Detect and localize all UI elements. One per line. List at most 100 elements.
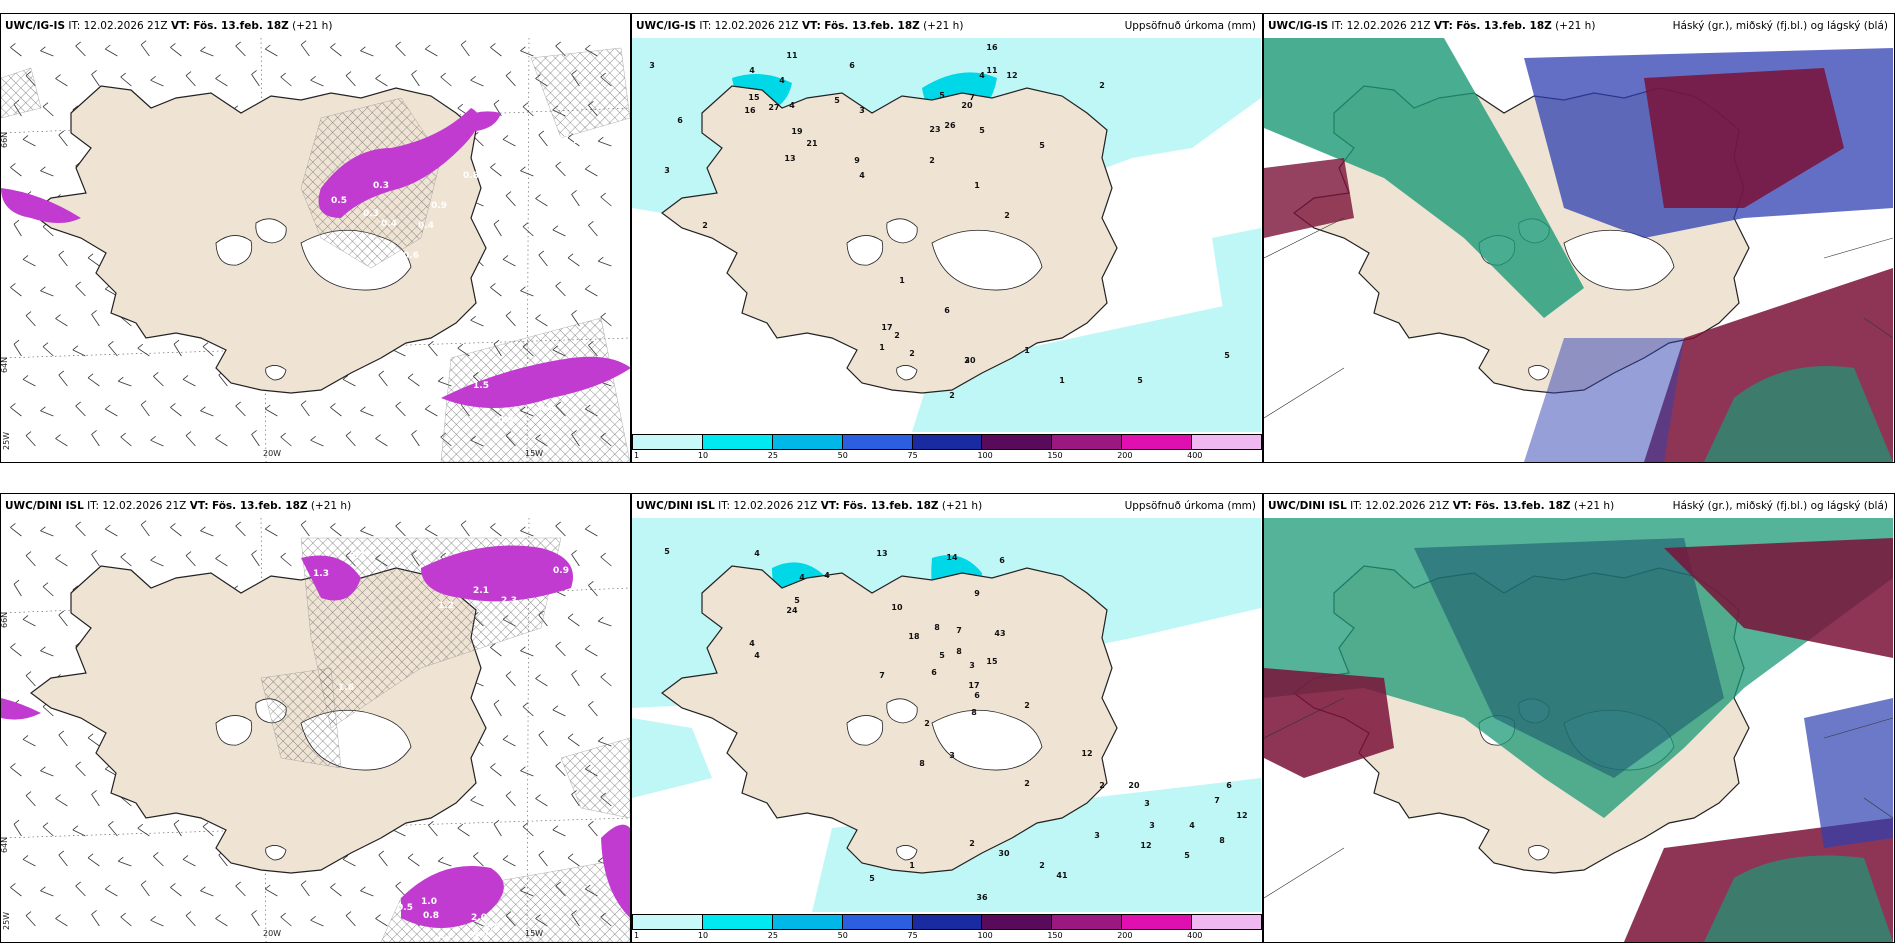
- precip-value: 3: [664, 166, 670, 175]
- panel-ig-wind: UWC/IG-IS IT: 12.02.2026 21Z VT: Fös. 13…: [0, 13, 631, 463]
- colorbar-tick: 400: [1187, 931, 1203, 940]
- precip-value: 6: [849, 61, 855, 70]
- precip-value: 36: [976, 893, 988, 902]
- colorbar-tick: 200: [1117, 931, 1133, 940]
- icing-value: 0.5: [331, 196, 347, 206]
- precip-value: 3: [859, 106, 865, 115]
- axis-label: 25W: [2, 912, 11, 930]
- precip-value: 16: [744, 106, 756, 115]
- precip-value: 4: [749, 66, 755, 75]
- icing-intensity: [1, 108, 630, 408]
- precip-value: 17: [881, 323, 892, 332]
- precip-value: 2: [1099, 781, 1105, 790]
- precip-value: 5: [869, 874, 875, 883]
- glacier-area: [255, 218, 287, 244]
- precip-value: 5: [1039, 141, 1045, 150]
- glacier-area: [1528, 365, 1550, 381]
- precip-value: 14: [946, 553, 958, 562]
- colorbar-tick: 100: [977, 451, 993, 460]
- precip-value: 8: [1219, 836, 1225, 845]
- precip-value: 16: [986, 43, 998, 52]
- precip-value: 18: [908, 632, 920, 641]
- precip-value: 5: [664, 547, 670, 556]
- colorbar-tick: 150: [1047, 931, 1063, 940]
- axis-label: 20W: [263, 449, 281, 458]
- axis-label: 15W: [525, 929, 543, 938]
- glacier-area: [931, 229, 1043, 291]
- colorbar-swatch: [981, 914, 1053, 930]
- glacier-area: [931, 709, 1043, 771]
- colorbar-tick: 50: [837, 931, 848, 940]
- icing-value: 0.4: [418, 221, 434, 231]
- colorbar-swatch: [981, 434, 1053, 450]
- precip-value: 15: [986, 657, 998, 666]
- icing-value: 0.9: [431, 201, 447, 211]
- precip-value: 2: [894, 331, 900, 340]
- colorbar-swatch: [632, 914, 703, 930]
- icing-value: 2.6: [438, 931, 454, 941]
- colorbar-swatch: [701, 434, 773, 450]
- icing-value: -5.2: [469, 931, 489, 941]
- icing-value: 1.7: [573, 136, 589, 146]
- icing-value: 0.9: [553, 566, 569, 576]
- colorbar-swatch: [1191, 434, 1262, 450]
- icing-value: 0.7: [349, 551, 365, 561]
- colorbar-swatch: [1051, 434, 1123, 450]
- precip-value: 27: [768, 103, 779, 112]
- panel-header: UWC/DINI ISL IT: 12.02.2026 21Z VT: Fös.…: [5, 500, 352, 512]
- precip-value: 5: [939, 651, 945, 660]
- glacier-area: [265, 365, 287, 381]
- precip-value: 5: [794, 596, 800, 605]
- colorbar-swatch: [771, 434, 843, 450]
- precip-value: 3: [949, 751, 955, 760]
- precip-value: 23: [929, 125, 940, 134]
- precip-value: 12: [1006, 71, 1017, 80]
- icing-value: 0.5: [498, 416, 514, 426]
- axis-label: 66N: [1, 612, 9, 628]
- colorbar-tick: 50: [837, 451, 848, 460]
- colorbar-tick: 75: [907, 451, 918, 460]
- precip-value: 13: [784, 154, 795, 163]
- precip-value: 2: [949, 391, 955, 400]
- panel-header: UWC/DINI ISL IT: 12.02.2026 21Z VT: Fös.…: [1268, 500, 1888, 512]
- precip-value: 2: [924, 719, 930, 728]
- icing-value: 2.0: [578, 551, 594, 561]
- iceland-landmass: [661, 565, 1118, 874]
- precip-value: 2: [702, 221, 708, 230]
- precip-value: 5: [1224, 351, 1230, 360]
- precip-value: 4: [859, 171, 865, 180]
- precip-value: 15: [748, 93, 760, 102]
- icing-value: 2.9: [511, 156, 527, 166]
- precip-value: 5: [1184, 851, 1190, 860]
- precip-value: 2: [1004, 211, 1010, 220]
- precip-value: 3: [1149, 821, 1155, 830]
- precip-value: 4: [789, 101, 795, 110]
- colorbar-swatch: [1121, 434, 1193, 450]
- glacier-area: [896, 845, 918, 861]
- precip-value: 7: [1214, 796, 1220, 805]
- precip-value: 3: [649, 61, 655, 70]
- glacier-area: [846, 715, 884, 746]
- colorbar-swatch: [841, 434, 913, 450]
- colorbar-tick: 1: [634, 451, 640, 460]
- panel-dini-precip: UWC/DINI ISL IT: 12.02.2026 21Z VT: Fös.…: [631, 493, 1263, 943]
- icing-value: 0.8: [423, 911, 439, 921]
- precip-value: 9: [854, 156, 860, 165]
- precip-value: 4: [749, 639, 755, 648]
- colorbar-tick: 75: [907, 931, 918, 940]
- colorbar-swatch: [771, 914, 843, 930]
- colorbar-swatch: [1051, 914, 1123, 930]
- icing-value: 0.4: [381, 219, 397, 229]
- precip-colorbar: 1 10 25 50 75 100 150 200 400: [632, 432, 1262, 462]
- icing-value: 1.6: [338, 683, 354, 693]
- precip-value: 4: [779, 76, 785, 85]
- precip-value: 1: [1059, 376, 1065, 385]
- precip-value: 12: [1140, 841, 1151, 850]
- precip-colorbar: 1 10 25 50 75 100 150 200 400: [632, 912, 1262, 942]
- country-borders: [1264, 697, 1893, 899]
- precip-value: 11: [786, 51, 798, 60]
- axis-label: 64N: [1, 357, 9, 373]
- glacier-area: [1563, 229, 1675, 291]
- iceland-landmass: [661, 85, 1118, 394]
- precip-value: 4: [754, 549, 760, 558]
